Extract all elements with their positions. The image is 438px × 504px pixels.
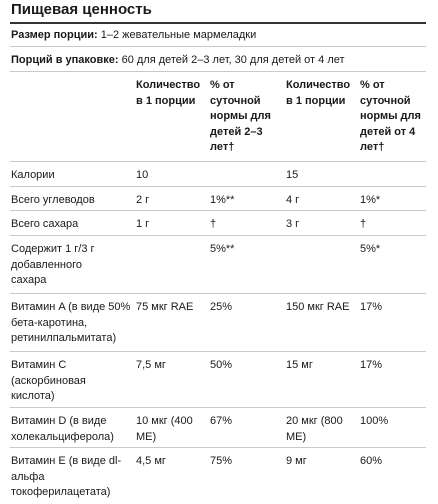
amount-2-3: 75 мкг RAE <box>136 301 194 313</box>
dv-4: 17% <box>360 301 383 313</box>
serving-size: Размер порции: 1–2 жевательные мармеладк… <box>11 28 256 42</box>
divider <box>10 447 426 448</box>
dv-2-3: † <box>210 218 217 230</box>
amount-2-3: 4,5 мг <box>136 455 166 467</box>
nutrient-name: Всего углеводов <box>11 194 95 206</box>
servings-per-container-value: 60 для детей 2–3 лет, 30 для детей от 4 … <box>118 54 345 66</box>
amount-2-3: 10 <box>136 169 149 181</box>
amount-2-3: 2 г <box>136 194 150 206</box>
header-amount-4: Количество в 1 порции <box>286 79 351 107</box>
page-title: Пищевая ценность <box>11 1 152 18</box>
amount-4: 4 г <box>286 194 300 206</box>
amount-4: 15 мг <box>286 359 313 371</box>
servings-per-container-label: Порций в упаковке: <box>11 54 119 66</box>
nutrient-name: Калории <box>11 169 55 181</box>
amount-4: 15 <box>286 169 299 181</box>
amount-4: 20 мкг (800 МЕ) <box>286 415 343 443</box>
header-dv-4: % от суточной нормы для детей от 4 лет† <box>360 79 421 153</box>
title-divider <box>10 22 426 24</box>
serving-size-value: 1–2 жевательные мармеладки <box>97 29 257 41</box>
nutrient-name: Витамин A (в виде 50% бета-каротина, рет… <box>11 301 131 344</box>
amount-4: 9 мг <box>286 455 307 467</box>
divider <box>10 161 426 162</box>
dv-2-3: 25% <box>210 301 233 313</box>
amount-2-3: 1 г <box>136 218 150 230</box>
divider <box>10 293 426 294</box>
dv-2-3: 1%** <box>210 194 235 206</box>
divider <box>10 235 426 236</box>
dv-2-3: 67% <box>210 415 233 427</box>
servings-per-container: Порций в упаковке: 60 для детей 2–3 лет,… <box>11 53 345 67</box>
amount-4: 3 г <box>286 218 300 230</box>
header-dv-2-3: % от суточной нормы для детей 2–3 лет† <box>210 79 271 153</box>
dv-4: 100% <box>360 415 389 427</box>
dv-4: 60% <box>360 455 383 467</box>
header-amount-2-3: Количество в 1 порции <box>136 79 201 107</box>
divider <box>10 46 426 47</box>
amount-4: 150 мкг RAE <box>286 301 350 313</box>
nutrient-name: Витамин C (аскорбиновая кислота) <box>11 359 86 402</box>
dv-4: 17% <box>360 359 383 371</box>
serving-size-label: Размер порции: <box>11 29 98 41</box>
amount-2-3: 7,5 мг <box>136 359 166 371</box>
nutrient-name: Всего сахара <box>11 218 79 230</box>
divider <box>10 407 426 408</box>
nutrient-name: Витамин E (в виде dl-альфа токоферилацет… <box>11 455 122 498</box>
dv-4: † <box>360 218 367 230</box>
divider <box>10 351 426 352</box>
amount-2-3: 10 мкг (400 МЕ) <box>136 415 193 443</box>
dv-4: 1%* <box>360 194 381 206</box>
divider <box>10 71 426 72</box>
dv-2-3: 75% <box>210 455 233 467</box>
nutrient-name: Витамин D (в виде холекальциферола) <box>11 415 114 443</box>
divider <box>10 186 426 187</box>
divider <box>10 210 426 211</box>
dv-2-3: 5%** <box>210 243 235 255</box>
dv-2-3: 50% <box>210 359 233 371</box>
nutrient-name: Содержит 1 г/3 г добавленного сахара <box>11 243 95 286</box>
dv-4: 5%* <box>360 243 381 255</box>
